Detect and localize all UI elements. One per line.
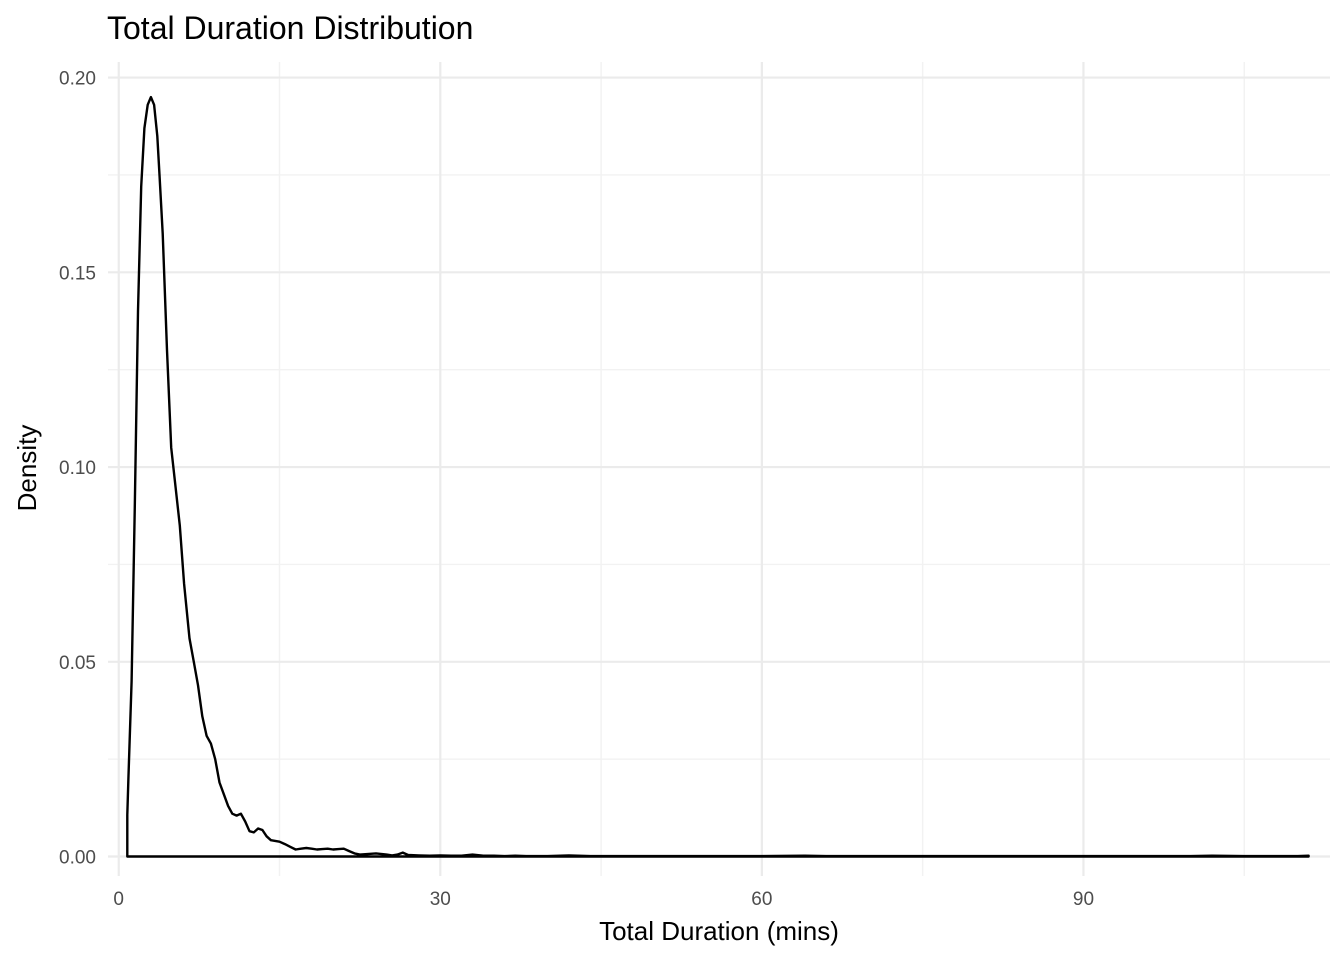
y-tick-label: 0.10 xyxy=(59,458,96,479)
plot-area xyxy=(126,95,1310,858)
density-curve xyxy=(126,95,1310,858)
y-tick-label: 0.05 xyxy=(59,653,96,674)
y-axis-title: Density xyxy=(12,425,42,512)
chart-title: Total Duration Distribution xyxy=(107,10,473,46)
y-tick-label: 0.20 xyxy=(59,69,96,90)
x-tick-label: 90 xyxy=(1073,889,1094,910)
grid xyxy=(108,62,1330,876)
x-tick-label: 0 xyxy=(113,889,124,910)
x-axis-ticks: 0 30 60 90 xyxy=(113,889,1094,910)
x-tick-label: 30 xyxy=(430,889,451,910)
y-axis-ticks: 0.00 0.05 0.10 0.15 0.20 xyxy=(59,69,96,869)
y-tick-label: 0.00 xyxy=(59,848,96,869)
x-tick-label: 60 xyxy=(751,889,772,910)
y-tick-label: 0.15 xyxy=(59,263,96,284)
x-axis-title: Total Duration (mins) xyxy=(599,916,839,946)
